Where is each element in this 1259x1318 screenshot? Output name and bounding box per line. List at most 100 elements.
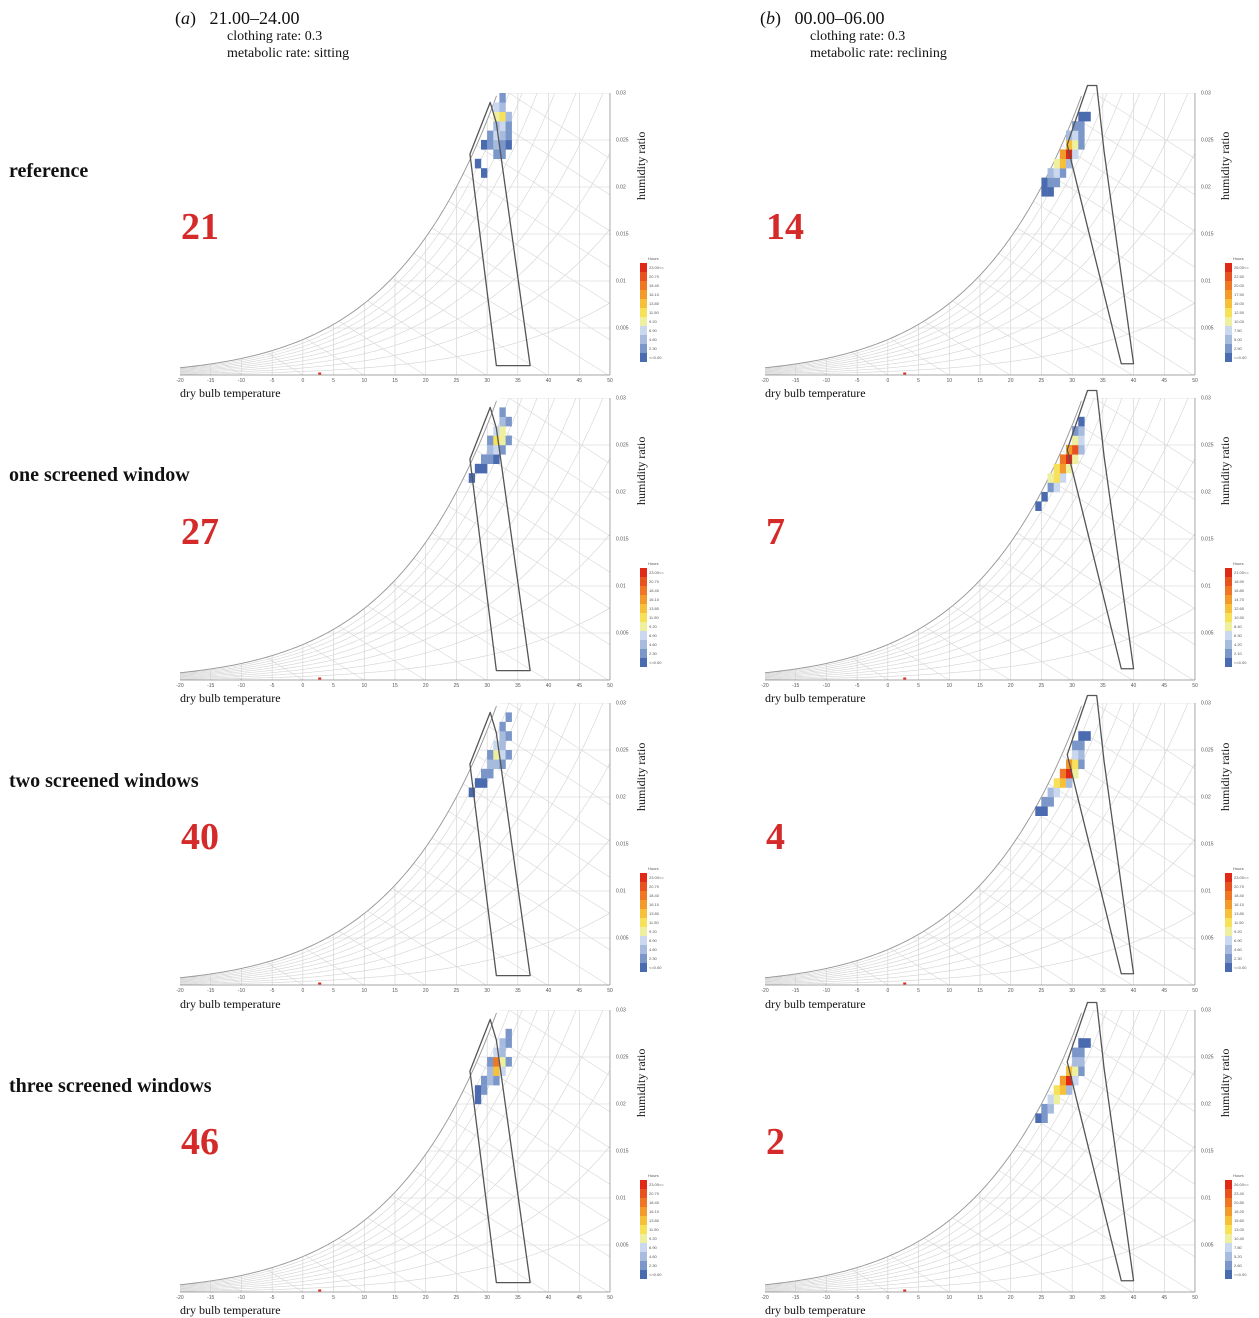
column-header-b-title: (b) 00.00–06.00 [760, 8, 885, 28]
rh-curve [180, 703, 610, 983]
legend-label: 18.90 [1234, 579, 1245, 584]
rh-curve [765, 1145, 1195, 1291]
heatmap-cell [1059, 158, 1067, 169]
heatmap-cell [481, 1085, 488, 1095]
rh-curve [765, 93, 1195, 371]
psychrometric-chart-b-two: -20 -15 -10 -5 0 5 10 15 20 25 30 35 40 45 50 0.005 0.01… [761, 694, 1249, 994]
column-clothing-b: clothing rate: 0.3 [810, 29, 906, 44]
enthalpy-line [765, 398, 1195, 501]
x-tick-label: 50 [1192, 683, 1198, 689]
heatmap-cell [1047, 177, 1054, 188]
x-tick-label: 20 [1008, 1295, 1014, 1301]
x-tick-label: -10 [238, 378, 245, 384]
heatmap-cell [499, 1047, 506, 1058]
legend-swatch [1225, 344, 1232, 353]
heatmap-cell [1072, 1075, 1079, 1086]
heatmap-cell [505, 1057, 512, 1067]
y-tick-label: 0.025 [616, 1055, 629, 1061]
y-tick-label: 0.03 [1201, 1008, 1211, 1014]
enthalpy-line [180, 703, 610, 806]
heatmap-cell [1066, 1075, 1073, 1086]
y-axis-label-a-one: humidity ratio [634, 436, 648, 505]
enthalpy-line [180, 183, 487, 375]
legend-swatch [640, 263, 647, 272]
heatmap-cell [1084, 731, 1091, 741]
legend-swatch [640, 1234, 647, 1243]
heatmap-cell [474, 158, 482, 169]
y-axis-label-b-reference: humidity ratio [1218, 131, 1232, 200]
heatmap-cell [487, 759, 494, 769]
comfort-zone [1066, 389, 1135, 670]
legend: Hours 23.00<= 20.70 18.40 16.10 13.80 11.50 9.2… [1225, 866, 1249, 972]
heatmap-cell [505, 416, 512, 427]
legend-label: 20.70 [649, 1191, 660, 1196]
x-tick-label: 45 [577, 1295, 583, 1301]
x-tick-label: 20 [423, 988, 429, 994]
legend-swatch [640, 873, 647, 882]
x-tick-label: 35 [1100, 683, 1106, 689]
legend-label: 11.50 [649, 920, 659, 925]
legend-label: 20.70 [1234, 884, 1245, 889]
heatmap-cell [505, 731, 512, 741]
y-tick-label: 0.01 [1201, 279, 1211, 285]
legend-swatch [640, 1243, 647, 1252]
heatmap-cell [499, 731, 506, 741]
y-tick-label: 0.01 [616, 1196, 626, 1202]
x-tick-label: 20 [423, 1295, 429, 1301]
heatmap-cell [493, 740, 500, 751]
heatmap-cell [499, 426, 506, 436]
comfort-zone [469, 101, 531, 367]
rh-curve [765, 1010, 1195, 1289]
x-tick-label: -15 [207, 1295, 214, 1301]
legend-label: <=0.00 [1234, 660, 1247, 665]
heatmap-cell [474, 778, 482, 788]
enthalpy-line [765, 450, 1133, 680]
x-tick-label: 45 [577, 683, 583, 689]
x-tick-label: 25 [1039, 378, 1045, 384]
rh-curve [180, 93, 610, 372]
heatmap-cell [505, 130, 512, 141]
x-tick-label: 40 [1131, 378, 1137, 384]
heatmap-cell [1059, 463, 1067, 474]
y-tick-label: 0.025 [1201, 138, 1214, 144]
rh-curve [180, 1010, 610, 1286]
heatmap-cell [1041, 177, 1048, 188]
y-tick-label: 0.015 [616, 232, 629, 238]
heatmap-cell [1035, 806, 1042, 816]
x-tick-label: 15 [392, 1295, 398, 1301]
legend-label: 20.70 [649, 884, 660, 889]
y-tick-label: 0.02 [1201, 1102, 1211, 1108]
legend-label: 5.20 [1234, 1254, 1243, 1259]
y-tick-label: 0.02 [1201, 185, 1211, 191]
rh-curve [180, 93, 610, 373]
x-tick-label: 50 [607, 988, 613, 994]
legend-swatch [1225, 945, 1232, 954]
y-tick-label: 0.025 [1201, 1055, 1214, 1061]
legend-swatch [640, 586, 647, 595]
x-tick-label: 30 [1069, 988, 1075, 994]
legend-label: 18.20 [1234, 1209, 1245, 1214]
heatmap-cell [1072, 1047, 1079, 1058]
y-tick-label: 0.015 [1201, 232, 1214, 238]
rh-curve [180, 703, 610, 981]
x-tick-label: 15 [977, 683, 983, 689]
heatmap-cell [1053, 1094, 1061, 1105]
column-period-b: 00.00–06.00 [794, 8, 885, 28]
enthalpy-line [765, 1100, 1072, 1292]
legend-label: <=0.00 [649, 965, 662, 970]
heatmap-cell [505, 111, 512, 122]
heatmap-cell [505, 1028, 512, 1039]
legend-swatch [1225, 882, 1232, 891]
heatmap-cell [1084, 1038, 1091, 1048]
enthalpy-line [180, 221, 426, 375]
x-tick-label: -15 [792, 683, 799, 689]
heatmap-cell [493, 1057, 500, 1067]
x-tick-label: 0 [301, 683, 304, 689]
legend-label: 4.60 [649, 337, 658, 342]
legend-label: 13.00 [1234, 1227, 1245, 1232]
legend-swatch [1225, 1180, 1232, 1189]
x-tick-label: 50 [607, 1295, 613, 1301]
legend-label: 11.50 [649, 1227, 659, 1232]
rh-curve [180, 93, 610, 371]
legend-title: Hours [1233, 866, 1244, 871]
